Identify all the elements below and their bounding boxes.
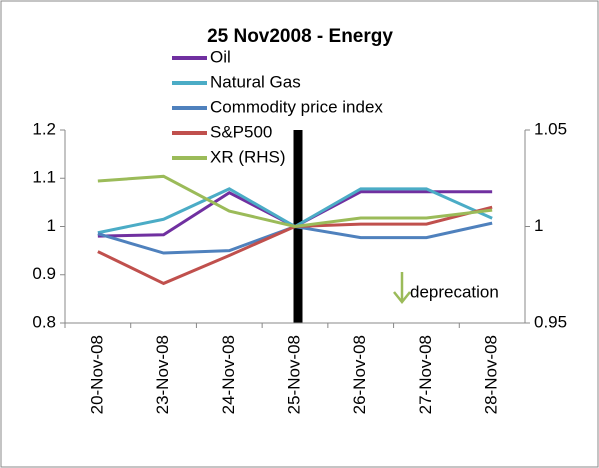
legend-label: Natural Gas: [210, 72, 301, 91]
y-tick-label: 0.9: [32, 264, 56, 283]
x-tick-label: 24-Nov-08: [219, 335, 238, 414]
legend-label: Commodity price index: [210, 97, 383, 116]
y2-tick-label: 1.05: [534, 119, 567, 138]
y-tick-label: 0.8: [32, 312, 56, 331]
y2-tick-label: 1: [534, 216, 543, 235]
y-tick-label: 1: [47, 216, 56, 235]
y-tick-label: 1.1: [32, 168, 56, 187]
x-tick-label: 27-Nov-08: [416, 335, 435, 414]
chart-title: 25 Nov2008 - Energy: [207, 26, 393, 47]
x-tick-label: 23-Nov-08: [153, 335, 172, 414]
x-tick-label: 26-Nov-08: [350, 335, 369, 414]
legend-label: XR (RHS): [210, 147, 286, 166]
annotation: deprecation: [410, 282, 499, 301]
legend-label: Oil: [210, 47, 231, 66]
x-tick-label: 25-Nov-08: [284, 335, 303, 414]
y-tick-label: 1.2: [32, 119, 56, 138]
annotation-arrowhead: [393, 291, 411, 305]
x-tick-label: 28-Nov-08: [482, 335, 501, 414]
legend-label: S&P500: [210, 122, 272, 141]
series-line: [97, 174, 493, 229]
x-tick-label: 20-Nov-08: [87, 335, 106, 414]
y2-tick-label: 0.95: [534, 312, 567, 331]
